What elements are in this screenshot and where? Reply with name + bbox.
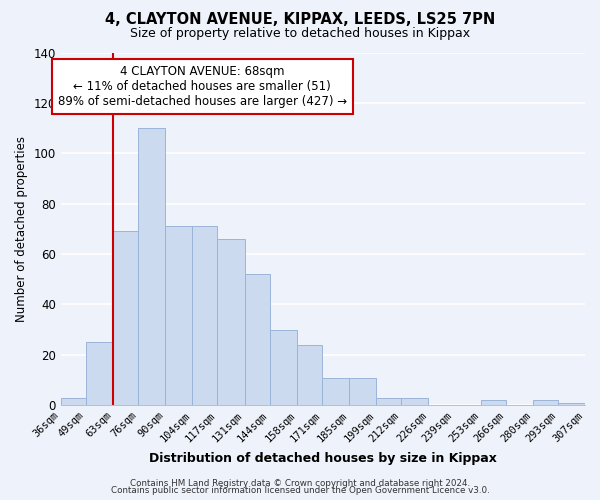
- Bar: [322, 378, 349, 405]
- Bar: [270, 330, 297, 405]
- Bar: [86, 342, 113, 405]
- Bar: [245, 274, 270, 405]
- Text: Contains HM Land Registry data © Crown copyright and database right 2024.: Contains HM Land Registry data © Crown c…: [130, 478, 470, 488]
- Bar: [113, 232, 138, 405]
- Bar: [165, 226, 193, 405]
- Text: Contains public sector information licensed under the Open Government Licence v3: Contains public sector information licen…: [110, 486, 490, 495]
- Bar: [558, 402, 585, 405]
- Bar: [193, 226, 217, 405]
- Bar: [376, 398, 401, 405]
- Bar: [61, 398, 86, 405]
- X-axis label: Distribution of detached houses by size in Kippax: Distribution of detached houses by size …: [149, 452, 497, 465]
- Bar: [217, 239, 245, 405]
- Text: Size of property relative to detached houses in Kippax: Size of property relative to detached ho…: [130, 28, 470, 40]
- Y-axis label: Number of detached properties: Number of detached properties: [15, 136, 28, 322]
- Bar: [138, 128, 165, 405]
- Bar: [349, 378, 376, 405]
- Bar: [481, 400, 506, 405]
- Bar: [297, 345, 322, 405]
- Bar: [401, 398, 428, 405]
- Text: 4 CLAYTON AVENUE: 68sqm
← 11% of detached houses are smaller (51)
89% of semi-de: 4 CLAYTON AVENUE: 68sqm ← 11% of detache…: [58, 65, 347, 108]
- Text: 4, CLAYTON AVENUE, KIPPAX, LEEDS, LS25 7PN: 4, CLAYTON AVENUE, KIPPAX, LEEDS, LS25 7…: [105, 12, 495, 28]
- Bar: [533, 400, 558, 405]
